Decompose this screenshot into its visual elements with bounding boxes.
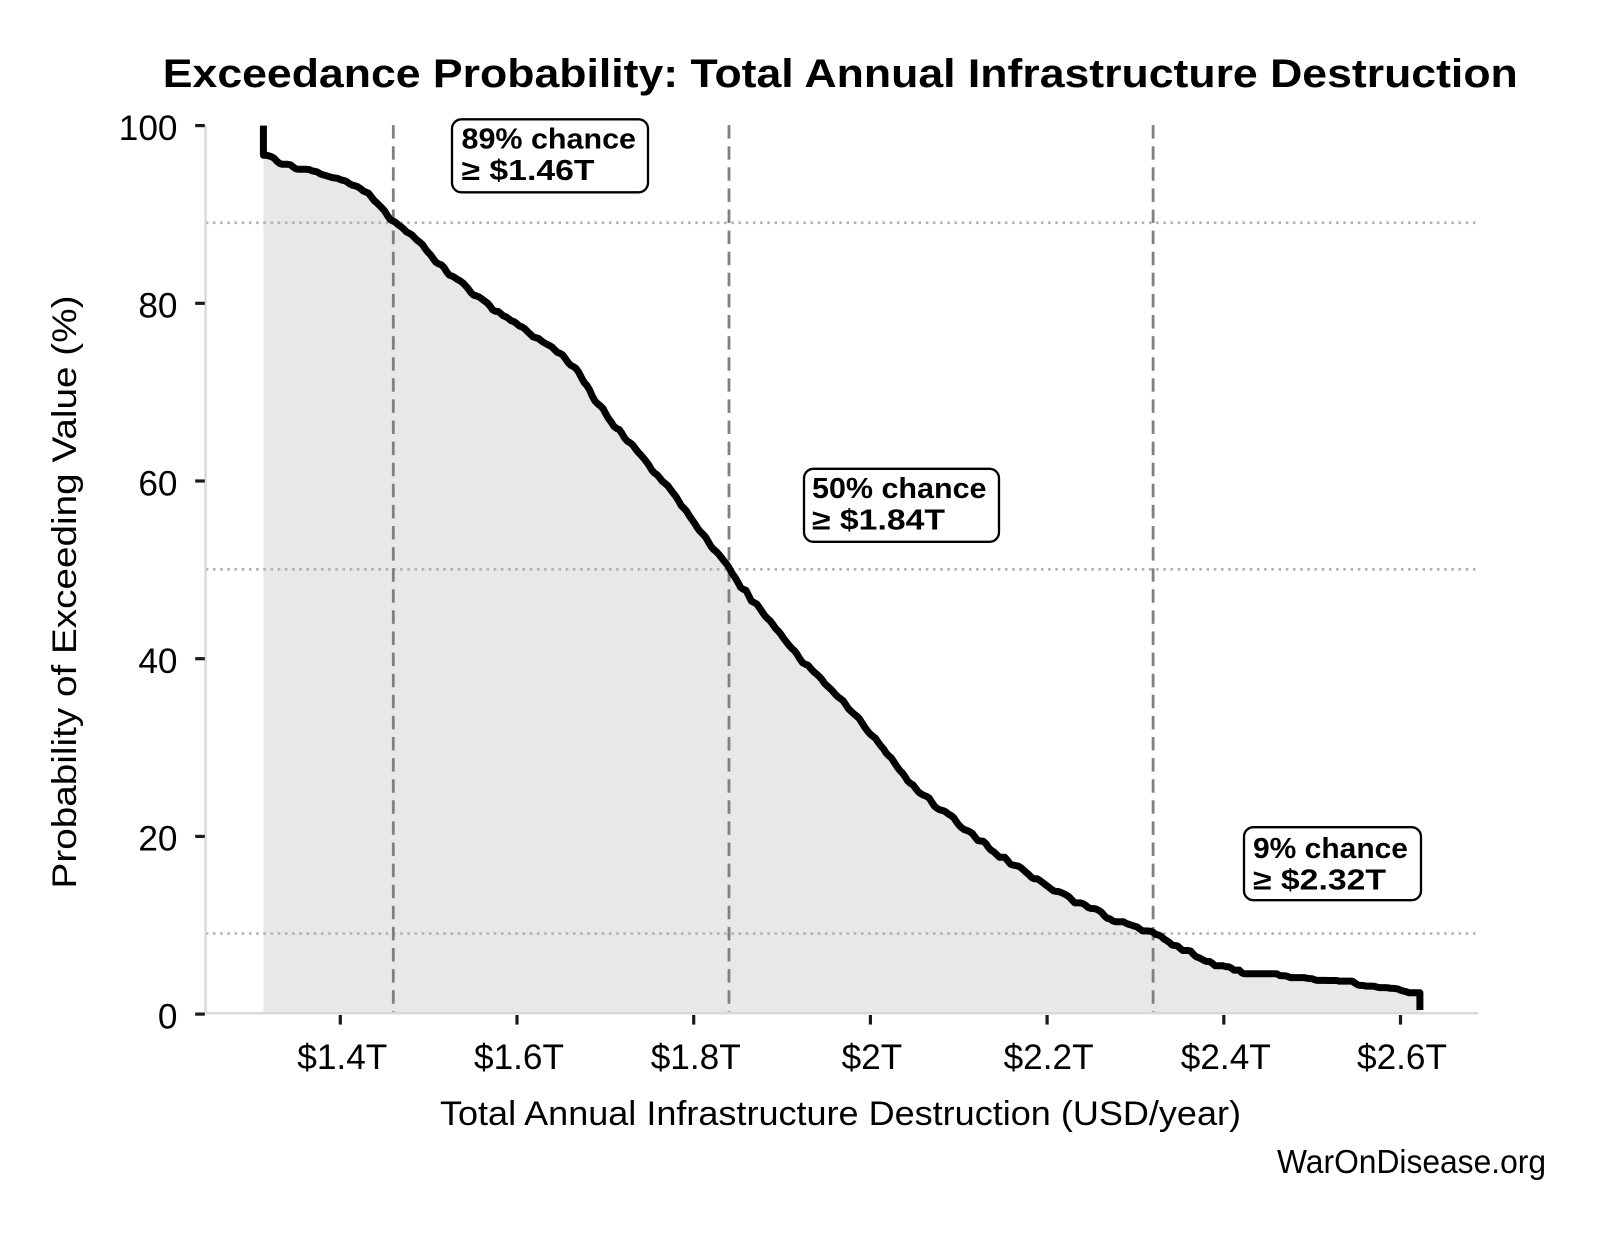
svg-text:$1.4T: $1.4T	[297, 1038, 387, 1077]
svg-text:Exceedance Probability: Total: Exceedance Probability: Total Annual Inf…	[163, 52, 1518, 96]
svg-text:9% chance: 9% chance	[1253, 833, 1408, 865]
svg-text:$1.8T: $1.8T	[651, 1038, 741, 1077]
svg-text:WarOnDisease.org: WarOnDisease.org	[1277, 1143, 1546, 1180]
svg-text:50% chance: 50% chance	[812, 473, 987, 505]
svg-text:$2.6T: $2.6T	[1357, 1038, 1447, 1077]
svg-text:≥ $1.46T: ≥ $1.46T	[462, 155, 596, 187]
svg-text:20: 20	[138, 820, 177, 859]
svg-text:Total Annual Infrastructure De: Total Annual Infrastructure Destruction …	[440, 1095, 1241, 1133]
svg-text:≥ $1.84T: ≥ $1.84T	[812, 505, 946, 537]
svg-text:≥ $2.32T: ≥ $2.32T	[1253, 864, 1387, 896]
svg-text:$2.4T: $2.4T	[1181, 1038, 1271, 1077]
svg-text:Probability of Exceeding Value: Probability of Exceeding Value (%)	[46, 296, 84, 889]
svg-text:$2.2T: $2.2T	[1004, 1038, 1094, 1077]
svg-text:100: 100	[119, 109, 178, 148]
svg-text:60: 60	[138, 464, 177, 503]
svg-text:40: 40	[138, 642, 177, 681]
svg-text:$2T: $2T	[842, 1038, 903, 1077]
svg-text:0: 0	[158, 997, 178, 1036]
svg-text:80: 80	[138, 287, 177, 326]
svg-text:$1.6T: $1.6T	[474, 1038, 564, 1077]
svg-text:89% chance: 89% chance	[462, 124, 637, 156]
